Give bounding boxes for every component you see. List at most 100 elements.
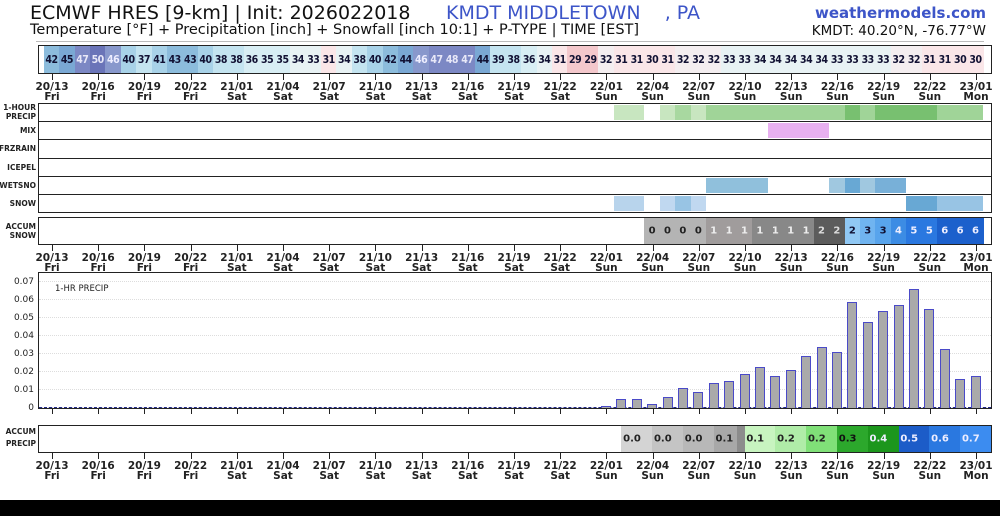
accum-snow-value: 3 [879, 225, 887, 237]
gridline [39, 389, 991, 390]
site-link[interactable]: weathermodels.com [814, 4, 986, 22]
temp-cell [197, 46, 214, 73]
accum-snow-cell [690, 218, 707, 244]
axis-tick [698, 74, 700, 80]
temp-value: 35 [276, 53, 289, 66]
temp-value: 34 [784, 53, 798, 66]
temp-value: 33 [846, 53, 859, 66]
temp-value: 31 [630, 53, 644, 66]
axis-hour: 21/22 [543, 81, 577, 93]
temp-cell [136, 46, 153, 73]
accum-precip-value: 0.1 [715, 433, 734, 445]
axis-day: Fri [44, 470, 60, 482]
axis-time-label: 20/13 Fri [35, 461, 68, 482]
temp-cell [274, 46, 291, 73]
accum-snow-label: ACCUM SNOW [6, 222, 36, 240]
axis-tick [745, 74, 746, 80]
axis-hour: 22/10 [728, 460, 762, 472]
temp-value: 46 [107, 53, 120, 66]
precip-bar [908, 289, 919, 408]
accum-precip-value: 0.4 [869, 433, 888, 445]
accum-snow-value: 1 [787, 225, 795, 237]
axis-day: Sat [319, 262, 340, 274]
ptype-label-icepel: ICEPEL [7, 163, 36, 172]
axis-tick [375, 453, 377, 459]
ptype-label-frzrain: FRZRAIN [0, 144, 36, 153]
accum-precip-cell [775, 426, 807, 452]
axis-tick [375, 245, 377, 251]
axis-time-label: 22/22 Sun [913, 82, 946, 103]
axis-day: Sun [779, 91, 803, 103]
temp-value: 32 [692, 53, 705, 66]
ptype-cell [875, 105, 937, 121]
axis-time-label: 23/01 Mon [959, 253, 992, 274]
axis-day: Sat [550, 262, 571, 274]
precip-bar [770, 375, 781, 408]
axis-tick [652, 453, 654, 459]
temp-value: 38 [214, 53, 228, 66]
axis-day: Sat [411, 91, 432, 103]
temp-cell [213, 46, 230, 73]
station-name: KMDT MIDDLETOWN , PA [446, 2, 701, 24]
axis-day: Mon [963, 470, 989, 482]
accum-snow-value: 0 [664, 225, 671, 237]
axis-tick [190, 74, 192, 80]
ptype-row-snow [39, 195, 991, 212]
axis-time-label: 22/04 Sun [636, 82, 669, 103]
axis-tick [283, 74, 284, 80]
axis-time-label: 21/01 Sat [220, 461, 253, 482]
accum-precip-value: 0.1 [746, 433, 765, 445]
axis-hour: 20/22 [174, 81, 208, 93]
precip-bar [739, 373, 750, 408]
accum-snow-value: 3 [864, 225, 872, 237]
axis-time-label: 20/16 Fri [82, 82, 115, 103]
axis-time-label: 20/16 Fri [82, 253, 115, 274]
time-axis-top: 20/13 Fri 20/16 Fri 20/19 Fri 20/22 Fri 21/01 Sat… [35, 74, 993, 103]
axis-time-label: 22/10 Sun [728, 460, 762, 482]
axis-tick [929, 245, 931, 251]
accum-snow-value: 6 [956, 225, 964, 237]
axis-time-label: 21/01 Sat [220, 253, 253, 274]
axis-day: Sun [687, 470, 711, 482]
axis-hour: 20/13 [35, 252, 69, 264]
axis-day: Sat [273, 470, 293, 482]
axis-day: Sat [504, 262, 524, 274]
temp-value: 31 [938, 53, 952, 66]
ptype-cell [937, 196, 984, 212]
axis-tick [190, 453, 192, 459]
axis-time-label: 21/04 Sat [266, 82, 299, 103]
ptype-cell [875, 177, 907, 193]
precip-bar [662, 397, 673, 408]
gridline [39, 281, 991, 282]
axis-day: Sat [504, 470, 524, 482]
accum-snow-cell [736, 218, 753, 244]
axis-time-label: 21/07 Sat [313, 82, 346, 103]
temp-value: 29 [584, 53, 597, 66]
axis-hour: 22/07 [682, 460, 716, 472]
temp-value: 40 [368, 53, 382, 66]
axis-hour: 22/01 [589, 81, 623, 93]
temp-value: 43 [168, 53, 182, 66]
gridline [39, 317, 991, 318]
axis-tick [190, 245, 192, 251]
y-tick-label: 0 [28, 403, 34, 413]
axis-time-label: 23/01 Mon [959, 461, 992, 482]
axis-hour: 21/16 [451, 460, 485, 472]
temp-cell [767, 46, 784, 73]
axis-day: Sun [733, 91, 757, 103]
accum-snow-cell [844, 218, 861, 244]
axis-tick [98, 453, 100, 459]
accum-precip-value: 0.0 [653, 433, 672, 445]
axis-hour: 21/16 [451, 252, 485, 264]
accum-snow-cell [875, 218, 892, 244]
label-line: SNOW [9, 199, 36, 208]
ptype-cell [659, 105, 676, 121]
axis-time-label: 22/01 Sun [589, 81, 623, 103]
axis-day: Sat [226, 470, 247, 482]
accum-precip-value: 0.3 [838, 433, 857, 445]
ptype-cell [906, 196, 937, 212]
axis-day: Sat [273, 262, 293, 274]
temp-value: 34 [800, 53, 813, 66]
temp-cell [798, 46, 815, 73]
